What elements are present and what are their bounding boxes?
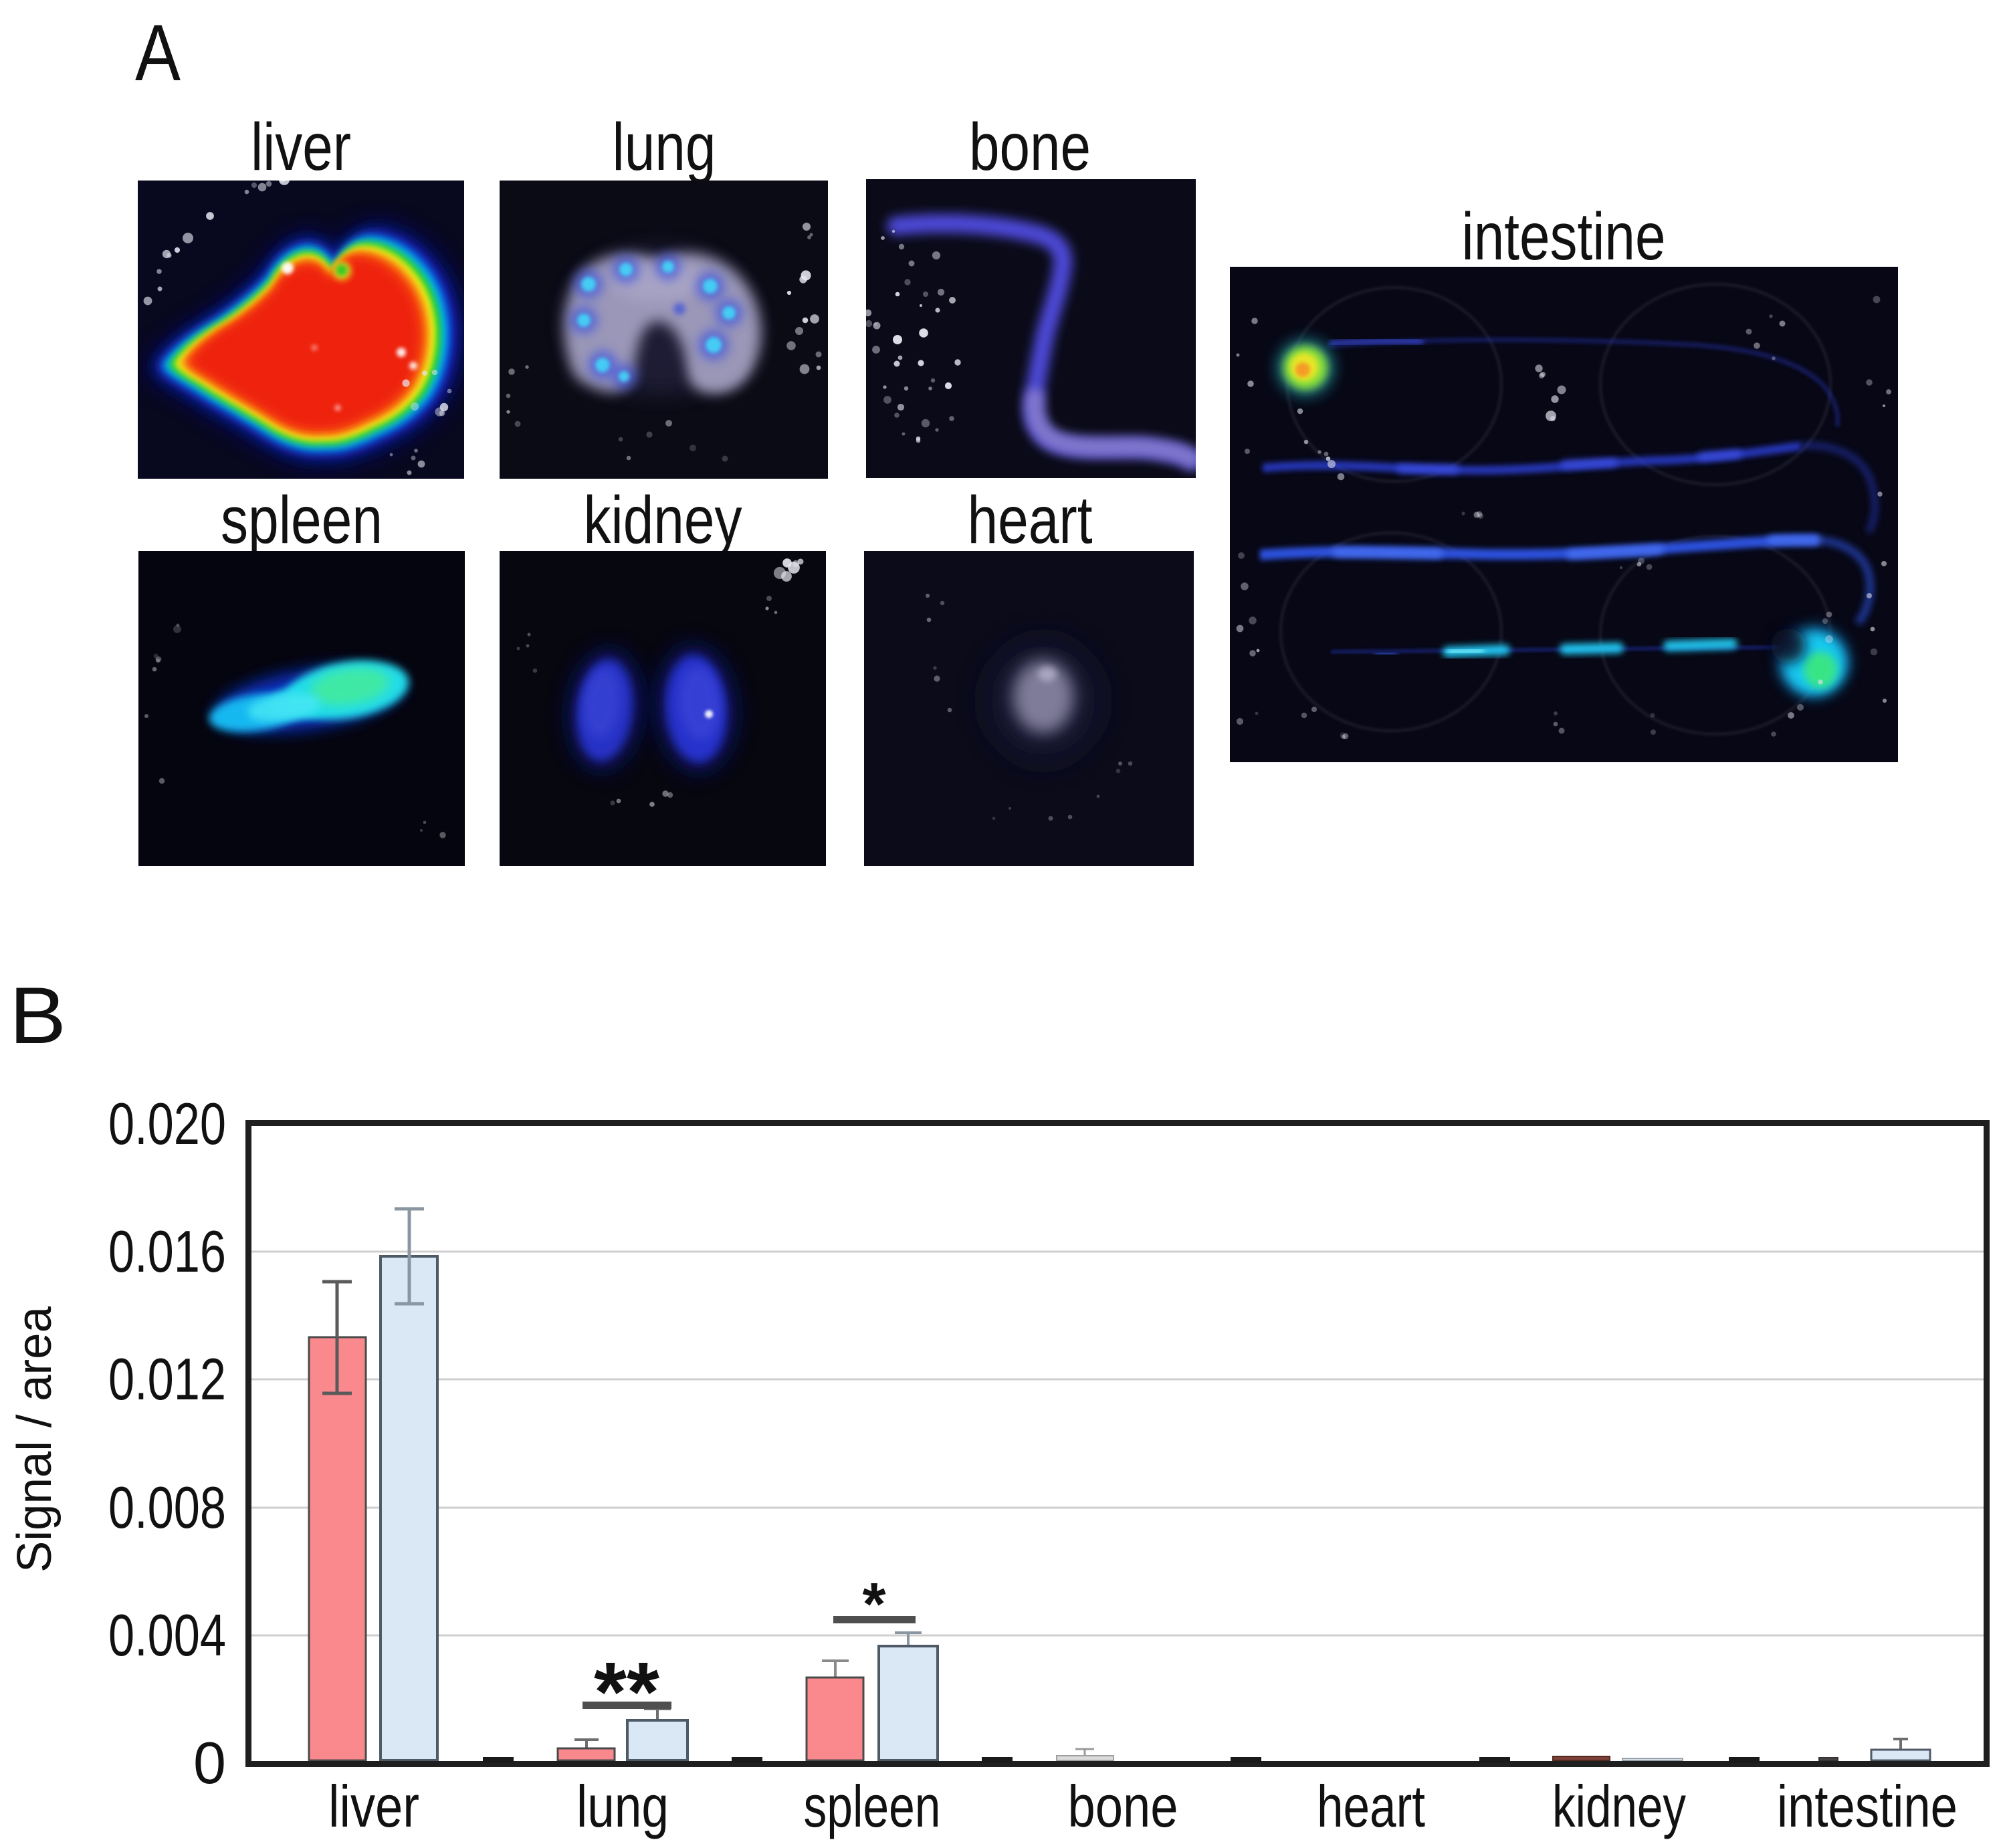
svg-text:0.008: 0.008 [108,1474,226,1540]
svg-text:bone: bone [969,110,1091,185]
svg-text:spleen: spleen [804,1773,941,1839]
svg-text:0.012: 0.012 [108,1346,226,1412]
svg-text:spleen: spleen [221,483,383,558]
svg-text:0.004: 0.004 [108,1602,226,1668]
svg-text:0: 0 [193,1730,226,1796]
svg-text:heart: heart [1317,1773,1425,1839]
svg-text:kidney: kidney [1552,1773,1686,1839]
svg-text:lung: lung [613,110,716,185]
svg-text:B: B [9,971,66,1060]
svg-text:lung: lung [576,1773,669,1839]
svg-text:**: ** [594,1645,659,1739]
svg-text:Signal / area: Signal / area [8,1306,62,1573]
svg-text:A: A [135,8,181,98]
svg-text:liver: liver [328,1773,419,1839]
svg-text:intestine: intestine [1462,199,1666,274]
svg-text:0.020: 0.020 [108,1090,226,1157]
svg-text:0.016: 0.016 [108,1218,226,1284]
svg-text:heart: heart [968,483,1093,558]
svg-text:*: * [862,1571,885,1638]
svg-text:intestine: intestine [1777,1773,1958,1839]
svg-text:bone: bone [1068,1773,1178,1839]
svg-text:liver: liver [251,110,351,185]
svg-text:kidney: kidney [584,483,742,558]
